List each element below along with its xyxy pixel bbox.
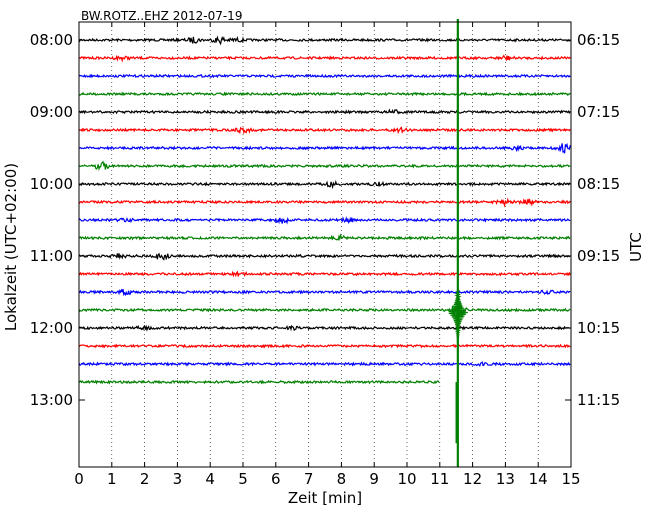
seismic-trace <box>78 324 571 332</box>
y-axis-title-right: UTC <box>627 232 645 262</box>
event-burst <box>448 289 468 344</box>
seismic-trace <box>78 108 571 115</box>
seismic-trace <box>78 216 571 225</box>
x-tick-label: 15 <box>561 470 580 488</box>
x-tick-label: 5 <box>238 470 248 488</box>
x-tick-label: 3 <box>173 470 183 488</box>
seismic-trace <box>79 252 571 261</box>
event-marker-group <box>448 19 468 467</box>
x-tick-label: 14 <box>529 470 548 488</box>
seismic-trace <box>78 379 440 385</box>
x-tick-label: 6 <box>271 470 281 488</box>
seismic-trace <box>78 142 571 154</box>
x-tick-label: 4 <box>205 470 215 488</box>
y-tick-label-left: 08:00 <box>30 31 73 49</box>
trace-group <box>78 35 571 385</box>
y-tick-label-left: 11:00 <box>30 247 73 265</box>
y-tick-label-left: 13:00 <box>30 391 73 409</box>
seismic-trace <box>78 361 571 367</box>
x-tick-label: 7 <box>304 470 314 488</box>
x-tick-label: 9 <box>369 470 379 488</box>
x-tick-label: 13 <box>496 470 515 488</box>
x-tick-label: 10 <box>397 470 416 488</box>
seismic-trace <box>78 160 571 172</box>
tick-group: 0 1 2 3 4 5 6 7 8 9 10 11 12 13 14 1508:0009:0010:0011:… <box>30 22 620 488</box>
plot-frame <box>78 21 572 468</box>
chart-title: BW.ROTZ..EHZ 2012-07-19 <box>81 9 242 23</box>
seismic-trace <box>78 91 571 97</box>
y-tick-label-right: 09:15 <box>577 247 620 265</box>
seismic-trace <box>78 126 571 135</box>
seismic-trace <box>78 179 571 190</box>
seismic-trace <box>78 270 571 278</box>
seismic-trace <box>78 197 571 208</box>
seismic-trace <box>78 54 571 63</box>
seismic-trace <box>78 233 571 242</box>
y-tick-label-right: 07:15 <box>577 103 620 121</box>
x-tick-label: 12 <box>463 470 482 488</box>
y-tick-label-right: 08:15 <box>577 175 620 193</box>
seismic-trace <box>78 73 571 79</box>
x-tick-label: 0 <box>74 470 84 488</box>
y-tick-label-right: 10:15 <box>577 319 620 337</box>
y-axis-title-left: Lokalzeit (UTC+02:00) <box>2 163 20 331</box>
y-tick-label-left: 09:00 <box>30 103 73 121</box>
seismic-trace <box>78 35 571 46</box>
y-tick-label-right: 11:15 <box>577 391 620 409</box>
y-tick-label-right: 06:15 <box>577 31 620 49</box>
seismic-trace <box>78 288 571 297</box>
y-tick-label-left: 12:00 <box>30 319 73 337</box>
x-tick-label: 1 <box>107 470 117 488</box>
seismic-trace <box>78 301 571 319</box>
y-tick-label-left: 10:00 <box>30 175 73 193</box>
x-tick-label: 2 <box>140 470 150 488</box>
seismic-trace <box>78 343 571 349</box>
x-axis-title: Zeit [min] <box>288 489 362 507</box>
x-tick-label: 8 <box>337 470 347 488</box>
x-tick-label: 11 <box>430 470 449 488</box>
